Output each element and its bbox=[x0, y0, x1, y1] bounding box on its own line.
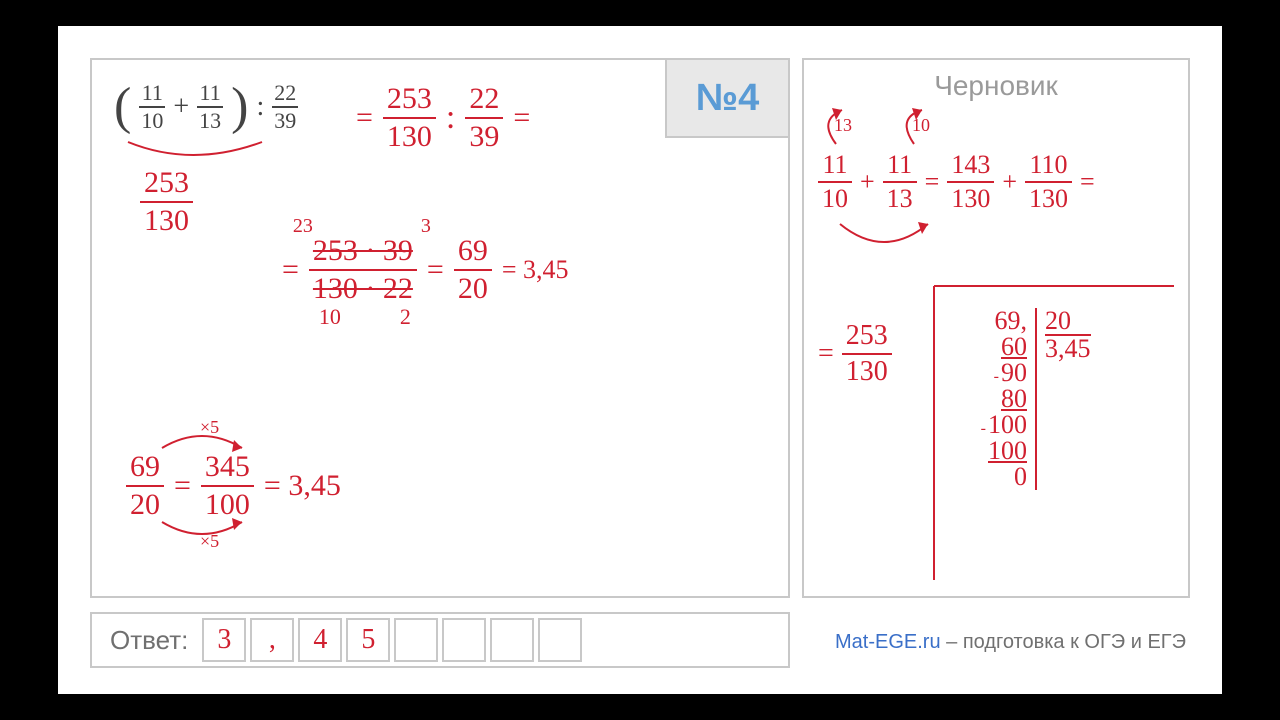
cancel-sub: 2 bbox=[400, 306, 411, 328]
plus-sign: + bbox=[173, 91, 189, 123]
scratch-panel: Черновик 13 10 1110 + 1113 = 143130 + 11… bbox=[802, 58, 1190, 598]
den: 130 bbox=[140, 206, 193, 236]
num: 253 · 39 bbox=[313, 234, 413, 267]
hand-frac: 253 130 bbox=[383, 84, 436, 152]
answer-cell[interactable] bbox=[442, 618, 486, 662]
answer-cell[interactable]: 3 bbox=[202, 618, 246, 662]
problem-badge: №4 bbox=[665, 58, 790, 138]
answer-label: Ответ: bbox=[110, 625, 188, 656]
num: 253 bbox=[140, 168, 193, 198]
answer-cell[interactable] bbox=[538, 618, 582, 662]
site-link[interactable]: Mat-EGE.ru bbox=[835, 631, 941, 653]
equals: = bbox=[282, 255, 299, 285]
den: 39 bbox=[272, 110, 298, 132]
scratch-line2: = 253130 bbox=[818, 322, 892, 386]
num: 11 bbox=[140, 82, 165, 104]
multiplier-label: 10 bbox=[912, 116, 930, 134]
worksheet-page: ( 11 10 + 11 13 ) : 22 39 = bbox=[58, 26, 1222, 694]
num: 69 bbox=[126, 452, 164, 482]
num: 22 bbox=[272, 82, 298, 104]
answer-cell[interactable]: 5 bbox=[346, 618, 390, 662]
cancel-sub: 10 bbox=[319, 306, 341, 328]
frac-line bbox=[201, 485, 254, 487]
scratch-line1: 1110 + 1113 = 143130 + 110130 = bbox=[818, 152, 1095, 212]
mult-annotation: ×5 bbox=[200, 418, 219, 436]
colon: : bbox=[446, 101, 455, 135]
den: 10 bbox=[139, 110, 165, 132]
rparen: ) bbox=[231, 86, 248, 128]
num: 253 bbox=[383, 84, 436, 114]
num: 345 bbox=[201, 452, 254, 482]
den: 39 bbox=[465, 122, 503, 152]
hand-frac: 69 20 bbox=[126, 452, 164, 520]
answer-cell[interactable]: , bbox=[250, 618, 294, 662]
footer-text: Mat-EGE.ru – подготовка к ОГЭ и ЕГЭ bbox=[835, 631, 1186, 654]
hand-line1: = 253 130 : 22 39 = bbox=[356, 84, 530, 152]
problem-number: №4 bbox=[696, 77, 760, 120]
frac-line bbox=[465, 117, 503, 119]
den: 20 bbox=[454, 274, 492, 304]
equals: = bbox=[356, 103, 373, 133]
answer-cells: 3 , 4 5 bbox=[202, 618, 582, 662]
scratch-title: Черновик bbox=[804, 70, 1188, 102]
frac-line bbox=[383, 117, 436, 119]
cancel-sup: 23 bbox=[293, 216, 313, 236]
den: 130 · 22 bbox=[313, 272, 413, 305]
result-text: = 3,45 bbox=[264, 471, 341, 501]
hand-frac: 22 39 bbox=[465, 84, 503, 152]
hand-line3: 69 20 = 345 100 = 3,45 bbox=[126, 452, 341, 520]
equals: = bbox=[513, 103, 530, 133]
num: 69 bbox=[454, 236, 492, 266]
mult-annotation: ×5 bbox=[200, 532, 219, 550]
frac-line bbox=[309, 269, 417, 271]
hand-big-frac: 253 · 39 130 · 22 23 3 10 2 bbox=[309, 236, 417, 304]
footer-rest: – подготовка к ОГЭ и ЕГЭ bbox=[941, 631, 1186, 653]
den: 20 bbox=[126, 490, 164, 520]
hand-frac: 69 20 bbox=[454, 236, 492, 304]
multiplier-label: 13 bbox=[834, 116, 852, 134]
frac-line bbox=[454, 269, 492, 271]
answer-cell[interactable]: 4 bbox=[298, 618, 342, 662]
frac-line bbox=[140, 201, 193, 203]
answer-cell[interactable] bbox=[394, 618, 438, 662]
hand-line2: = 253 · 39 130 · 22 23 3 10 2 = 69 20 = … bbox=[282, 236, 569, 304]
result-text: = 3,45 bbox=[502, 257, 569, 283]
den: 100 bbox=[201, 490, 254, 520]
equals: = bbox=[174, 471, 191, 501]
num: 22 bbox=[465, 84, 503, 114]
cancel-sup: 3 bbox=[421, 216, 431, 236]
hand-under-frac: 253 130 bbox=[140, 168, 193, 236]
answer-cell[interactable] bbox=[490, 618, 534, 662]
answer-bar: Ответ: 3 , 4 5 bbox=[90, 612, 790, 668]
printed-frac-3: 22 39 bbox=[272, 82, 298, 132]
printed-frac-1: 11 10 bbox=[139, 82, 165, 132]
equals: = bbox=[427, 255, 444, 285]
den: 13 bbox=[197, 110, 223, 132]
colon-sign: : bbox=[256, 91, 264, 123]
main-panel: ( 11 10 + 11 13 ) : 22 39 = bbox=[90, 58, 790, 598]
printed-frac-2: 11 13 bbox=[197, 82, 223, 132]
frac-line bbox=[126, 485, 164, 487]
den: 130 bbox=[383, 122, 436, 152]
hand-frac: 345 100 bbox=[201, 452, 254, 520]
printed-expression: ( 11 10 + 11 13 ) : 22 39 bbox=[114, 82, 298, 132]
num: 11 bbox=[198, 82, 223, 104]
lparen: ( bbox=[114, 86, 131, 128]
long-division: 69, 60 -90 80 -100 100 0 20 3,45 bbox=[954, 308, 1091, 490]
